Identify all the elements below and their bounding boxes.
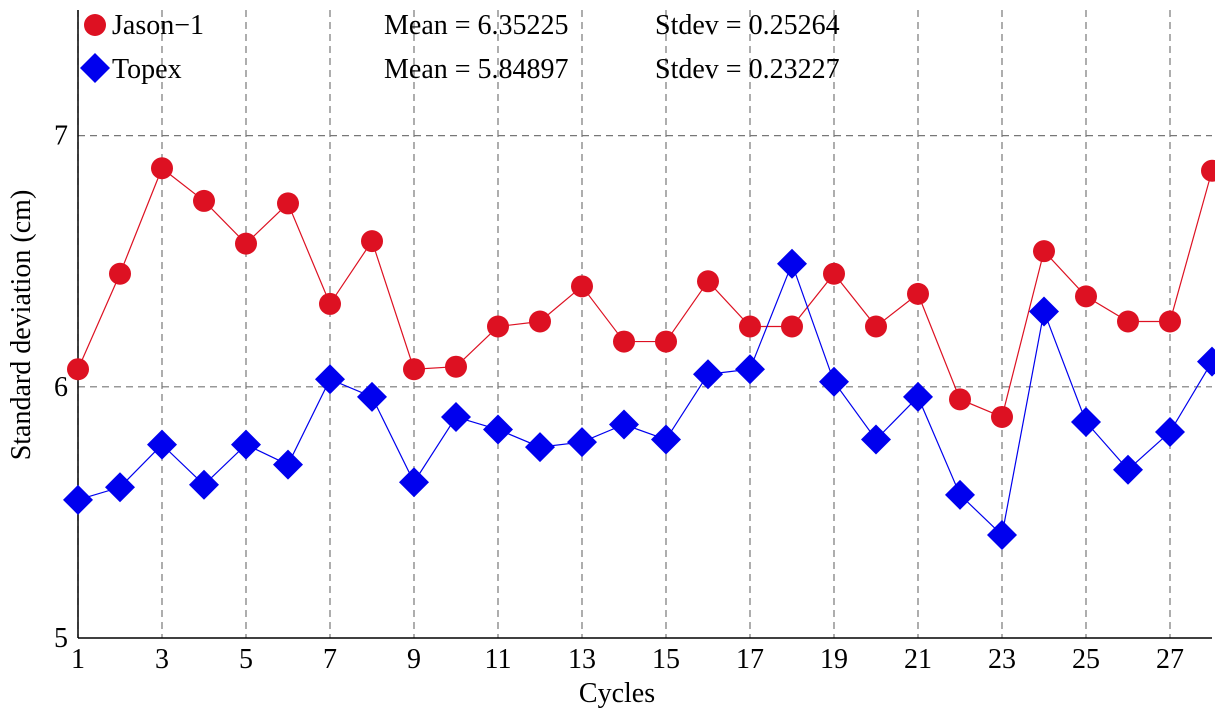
legend-marker-topex [80,53,110,83]
data-point-topex [483,415,513,445]
x-tick-label: 3 [155,644,169,675]
data-point-topex [1113,455,1143,485]
y-tick-label: 7 [54,121,68,152]
data-point-jason1 [697,270,719,292]
data-point-jason1 [151,157,173,179]
x-tick-label: 27 [1156,644,1184,675]
data-point-jason1 [109,263,131,285]
topex-stdev-text: Stdev = 0.23227 [655,54,840,85]
data-point-topex [693,359,723,389]
x-tick-label: 13 [568,644,596,675]
data-point-jason1 [781,316,803,338]
series-topex [63,249,1215,550]
data-point-jason1 [529,310,551,332]
data-point-topex [651,425,681,455]
x-tick-label: 23 [988,644,1016,675]
jason1-mean-text: Mean = 6.35225 [384,10,569,41]
data-point-jason1 [1201,160,1215,182]
data-point-jason1 [445,356,467,378]
data-point-topex [399,467,429,497]
x-tick-label: 19 [820,644,848,675]
x-tick-label: 25 [1072,644,1100,675]
legend-label-jason1: Jason−1 [112,10,204,41]
x-tick-label: 1 [71,644,85,675]
data-point-topex [1155,417,1185,447]
data-point-jason1 [655,331,677,353]
data-point-topex [441,402,471,432]
data-point-jason1 [1159,310,1181,332]
data-point-topex [63,485,93,515]
data-point-jason1 [361,230,383,252]
x-tick-label: 5 [239,644,253,675]
data-point-topex [315,364,345,394]
data-point-jason1 [1117,310,1139,332]
legend: Jason−1 Topex [80,10,204,85]
data-point-topex [777,249,807,279]
data-point-topex [819,367,849,397]
data-point-jason1 [991,406,1013,428]
data-point-jason1 [487,316,509,338]
data-point-jason1 [1075,285,1097,307]
x-axis-label: Cycles [579,678,655,708]
data-point-jason1 [613,331,635,353]
data-point-jason1 [1033,240,1055,262]
data-point-jason1 [571,275,593,297]
x-tick-label: 9 [407,644,421,675]
data-point-jason1 [907,283,929,305]
data-point-topex [735,354,765,384]
data-point-jason1 [403,358,425,380]
series-line-jason1 [78,168,1212,417]
data-point-topex [525,432,555,462]
data-point-jason1 [193,190,215,212]
y-tick-label: 5 [54,623,68,654]
legend-marker-shape-topex [80,53,110,83]
data-point-jason1 [319,293,341,315]
data-point-jason1 [865,316,887,338]
series-group [63,157,1215,550]
x-tick-label: 21 [904,644,932,675]
data-point-jason1 [949,388,971,410]
statistics-annotations: Mean = 6.35225 Stdev = 0.25264 Mean = 5.… [384,10,840,85]
data-point-jason1 [277,192,299,214]
data-point-topex [273,450,303,480]
legend-marker-shape-jason1 [84,14,106,36]
data-point-topex [1029,296,1059,326]
data-point-topex [567,427,597,457]
x-tick-label: 11 [485,644,512,675]
data-point-topex [1071,407,1101,437]
y-axis-label: Standard deviation (cm) [6,190,37,461]
topex-mean-text: Mean = 5.84897 [384,54,569,85]
jason1-stdev-text: Stdev = 0.25264 [655,10,840,41]
legend-marker-jason1 [84,14,106,36]
x-tick-label: 7 [323,644,337,675]
y-tick-label: 6 [54,372,68,403]
data-point-jason1 [739,316,761,338]
data-point-topex [609,409,639,439]
x-tick-label: 15 [652,644,680,675]
data-point-jason1 [235,233,257,255]
data-point-jason1 [823,263,845,285]
data-point-jason1 [67,358,89,380]
legend-label-topex: Topex [112,54,182,85]
x-tick-label: 17 [736,644,764,675]
